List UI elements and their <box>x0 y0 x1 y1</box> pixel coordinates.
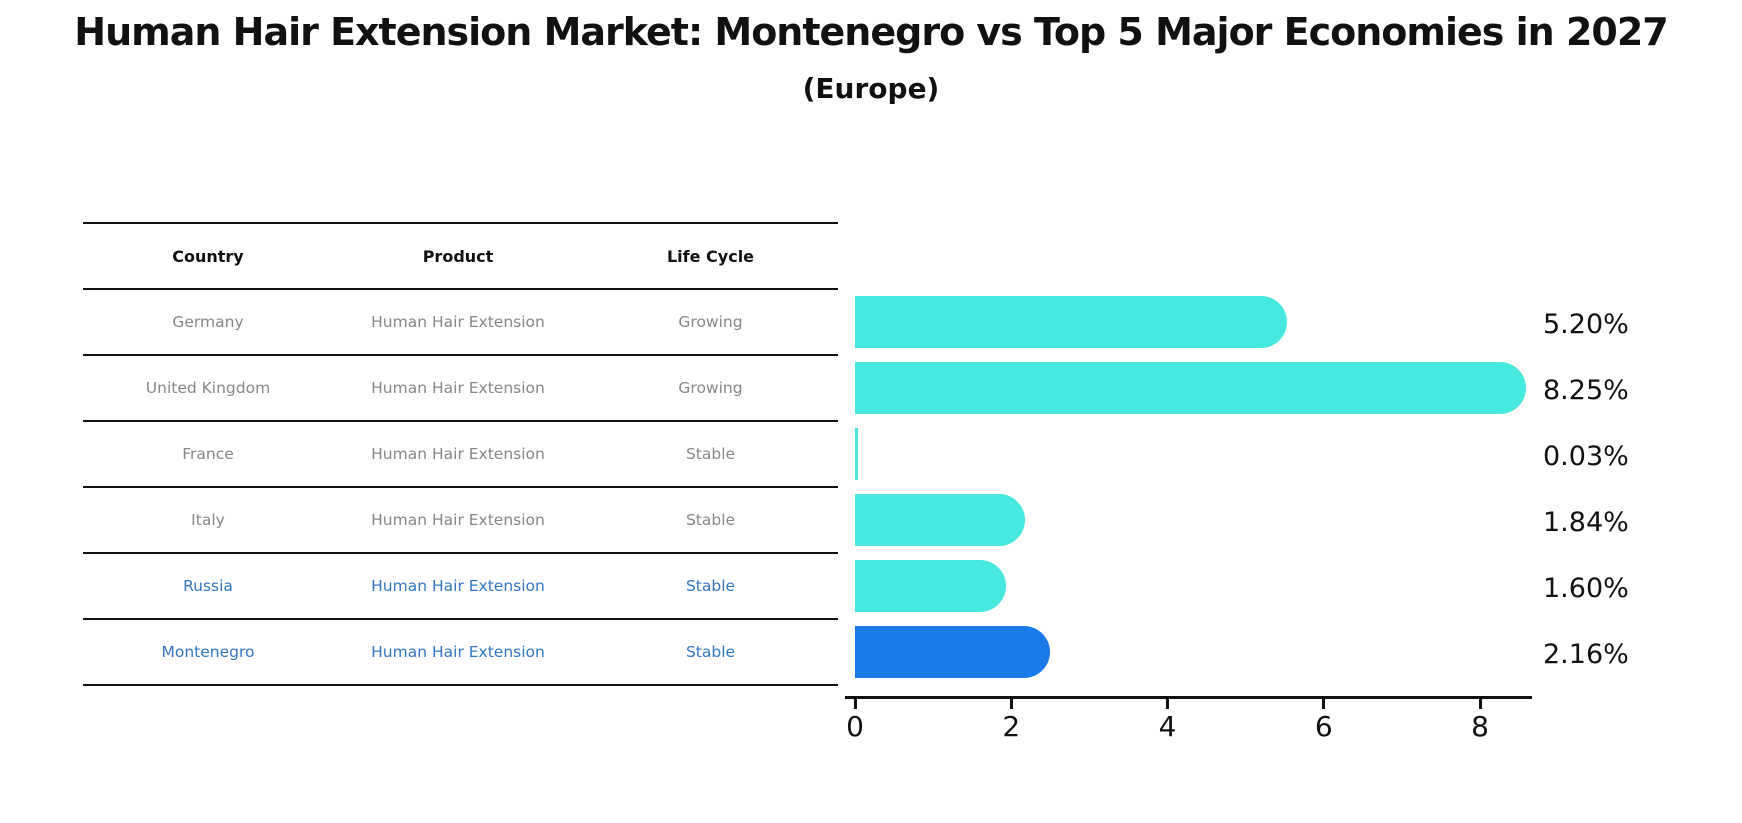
table-cell-country: Russia <box>183 577 233 595</box>
bar-russia <box>855 560 1006 612</box>
table-cell-country: United Kingdom <box>145 379 271 397</box>
bar-united-kingdom <box>855 362 1526 414</box>
table-row: Germany Human Hair Extension Growing <box>83 290 838 356</box>
x-axis-tick-label: 6 <box>1314 710 1333 743</box>
x-axis-tick <box>1166 697 1169 709</box>
table-header-country: Country <box>172 246 244 266</box>
bar-italy <box>855 494 1025 546</box>
value-label-italy: 1.84% <box>1543 507 1629 538</box>
table-header-product: Product <box>422 246 494 266</box>
chart-title: Human Hair Extension Market: Montenegro … <box>74 10 1668 54</box>
table-header-life-cycle: Life Cycle <box>666 246 755 266</box>
value-label-united-kingdom: 8.25% <box>1543 375 1629 406</box>
x-axis-tick <box>1478 697 1482 709</box>
table-cell-product: Human Hair Extension <box>371 511 545 529</box>
bar-germany <box>855 296 1288 348</box>
table-row: United Kingdom Human Hair Extension Growin… <box>83 356 838 422</box>
table-cell-country: Montenegro <box>161 643 255 661</box>
table-cell-product: Human Hair Extension <box>371 379 545 397</box>
x-axis-tick-label: 0 <box>846 710 864 743</box>
table-cell-product: Human Hair Extension <box>371 445 545 463</box>
table-cell-country: Italy <box>191 511 225 529</box>
table-row: Montenegro Human Hair Extension Stable <box>83 620 838 686</box>
value-label-germany: 5.20% <box>1543 309 1629 340</box>
table-row: France Human Hair Extension Stable <box>83 422 838 488</box>
table-cell-life-cycle: Stable <box>685 511 736 529</box>
table-cell-life-cycle: Growing <box>678 379 743 397</box>
table-row: Russia Human Hair Extension Stable <box>83 554 838 620</box>
x-axis-line <box>845 696 1532 699</box>
x-axis-tick <box>1322 697 1326 709</box>
data-table: Country Product Life Cycle Germany Human … <box>83 222 838 686</box>
bar-france <box>855 428 858 480</box>
x-axis-tick-label: 8 <box>1471 710 1489 743</box>
table-cell-country: Germany <box>172 313 244 331</box>
value-label-france: 0.03% <box>1543 441 1629 472</box>
table-cell-life-cycle: Stable <box>685 577 736 595</box>
table-cell-product: Human Hair Extension <box>371 643 545 661</box>
table-cell-product: Human Hair Extension <box>371 577 545 595</box>
table-cell-product: Human Hair Extension <box>371 313 545 331</box>
x-axis-tick-label: 4 <box>1158 710 1177 743</box>
value-label-montenegro: 2.16% <box>1543 639 1629 670</box>
x-axis-tick <box>1009 697 1013 709</box>
table-cell-life-cycle: Growing <box>678 313 743 331</box>
table-cell-life-cycle: Stable <box>685 643 736 661</box>
table-row: Italy Human Hair Extension Stable <box>83 488 838 554</box>
table-body: Germany Human Hair Extension Growing United… <box>83 290 838 686</box>
bar-montenegro <box>855 626 1050 678</box>
table-cell-life-cycle: Stable <box>685 445 736 463</box>
x-axis-tick <box>853 697 857 709</box>
table-cell-country: France <box>182 445 234 463</box>
table-header-row: Country Product Life Cycle <box>83 222 838 290</box>
value-label-russia: 1.60% <box>1543 573 1629 604</box>
chart-subtitle: (Europe) <box>802 72 940 105</box>
x-axis-tick-label: 2 <box>1002 710 1021 743</box>
